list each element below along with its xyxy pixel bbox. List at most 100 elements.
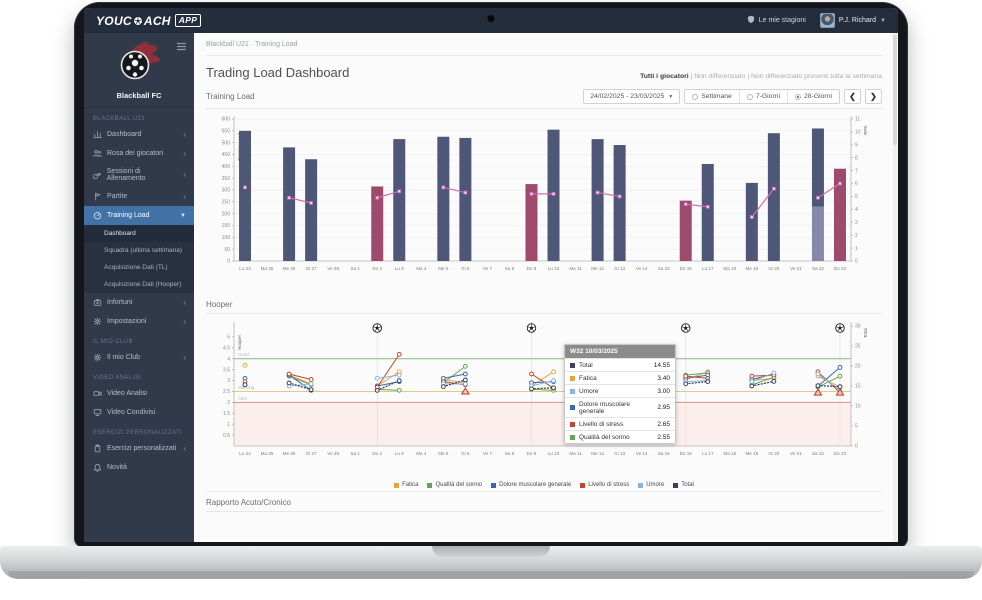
sidebar-section-il-mio-club: IL MIO CLUB xyxy=(93,339,133,345)
svg-text:7: 7 xyxy=(855,168,858,174)
date-range-value: 24/02/2025 - 23/03/2025 xyxy=(590,93,665,100)
tooltip-row-total: Total 14.55 xyxy=(565,358,675,371)
svg-text:5: 5 xyxy=(855,194,858,200)
filter-separator: | xyxy=(745,73,752,80)
legend-item-dolore-muscolare-generale[interactable]: Dolore muscolare generale xyxy=(491,482,571,488)
period-option-7-giorni[interactable]: 7-Giorni xyxy=(738,90,787,103)
sidebar-item-il-mio-club[interactable]: Il mio Club ‹ xyxy=(84,348,194,367)
date-range-dropdown[interactable]: 24/02/2025 - 23/03/2025 ▼ xyxy=(583,89,681,104)
legend-item-qualit-del-sonno[interactable]: Qualità del sonno xyxy=(427,482,482,488)
svg-text:Lu 17: Lu 17 xyxy=(702,266,714,271)
chevron-right-icon: ‹ xyxy=(183,129,186,139)
svg-text:Me 19: Me 19 xyxy=(745,451,758,456)
legend-item-fatica[interactable]: Fatica xyxy=(394,482,418,488)
sidebar-item-partite[interactable]: Partite ‹ xyxy=(84,187,194,206)
youcoach-logo[interactable]: YOUC ACH APP xyxy=(96,13,202,28)
sidebar-item-label: Rosa dei giocatori xyxy=(107,150,164,157)
svg-text:Gi 27: Gi 27 xyxy=(306,266,317,271)
svg-text:250: 250 xyxy=(222,200,231,206)
svg-text:4: 4 xyxy=(855,207,858,213)
svg-text:Lu 24: Lu 24 xyxy=(239,266,251,271)
svg-text:Ve 7: Ve 7 xyxy=(483,266,493,271)
sidebar-subitem-acquisizione-dati-hooper[interactable]: Acquisizione Dati (Hooper) xyxy=(104,281,182,288)
svg-text:Sa 22: Sa 22 xyxy=(812,451,824,456)
sidebar-item-video-condivisi[interactable]: Video Condivisi xyxy=(84,403,194,422)
svg-text:2.5: 2.5 xyxy=(223,389,230,395)
hooper-legend: Fatica Qualità del sonno Dolore muscolare … xyxy=(206,482,882,488)
svg-text:1: 1 xyxy=(227,422,230,428)
svg-text:Good: Good xyxy=(238,352,249,357)
gear-icon xyxy=(92,353,102,362)
sidebar-subitem-dashboard[interactable]: Dashboard xyxy=(84,225,194,242)
sidebar-subitem-squadra-ultima-settimana[interactable]: Squadra (ultima settimana) xyxy=(104,247,183,254)
my-seasons-button[interactable]: Le mie stagioni xyxy=(747,15,806,26)
breadcrumb-team[interactable]: Blackball U21 xyxy=(206,41,249,48)
period-option-28-giorni[interactable]: 28-Giorni xyxy=(787,90,839,103)
svg-text:Lu 3: Lu 3 xyxy=(395,451,404,456)
period-option-label: 7-Giorni xyxy=(755,93,781,100)
svg-text:Do 23: Do 23 xyxy=(834,451,847,456)
page-title: Trading Load Dashboard xyxy=(206,65,350,80)
legend-item-umore[interactable]: Umore xyxy=(638,482,664,488)
prev-period-button[interactable]: ❮ xyxy=(844,89,861,104)
sidebar-section-video-analisi: VIDEO ANALISI xyxy=(93,375,142,381)
svg-text:2: 2 xyxy=(855,233,858,239)
sidebar-item-video-analisi[interactable]: Video Analisi xyxy=(84,384,194,403)
chevron-right-icon: ‹ xyxy=(183,316,186,326)
breadcrumb-page: Training Load xyxy=(254,41,298,48)
svg-text:30: 30 xyxy=(855,324,861,330)
sidebar-item-esercizi-personalizzati[interactable]: Esercizi personalizzati ‹ xyxy=(84,439,194,458)
svg-text:Sa 15: Sa 15 xyxy=(658,451,670,456)
sidebar-item-infortuni[interactable]: Infortuni ‹ xyxy=(84,293,194,312)
svg-text:Do 9: Do 9 xyxy=(527,451,537,456)
navbar-right: Le mie stagioni P.J. Richard ▼ xyxy=(747,13,886,28)
training-load-chart: 0 50 100 150 200 250 300 350 400 450 500 550 600 0 1 2 3… xyxy=(206,111,882,292)
legend-item-livello-di-stress[interactable]: Livello di stress xyxy=(580,482,629,488)
svg-text:Ma 11: Ma 11 xyxy=(569,266,582,271)
legend-item-total[interactable]: Total xyxy=(673,482,694,488)
hooper-chart: W32 10/03/2025 Total 14.55 Fatica 3.40 Umore… xyxy=(206,316,882,481)
filter-option-non-differenziato[interactable]: Non differenziato xyxy=(694,73,746,80)
sidebar-item-label: Training Load xyxy=(107,212,150,219)
club-logo xyxy=(116,41,162,87)
hamburger-menu-icon[interactable] xyxy=(176,38,187,56)
gear-icon xyxy=(92,317,102,326)
svg-text:0: 0 xyxy=(855,259,858,265)
sidebar-item-dashboard[interactable]: Dashboard ‹ xyxy=(84,125,194,144)
svg-text:Do 16: Do 16 xyxy=(680,451,693,456)
svg-text:300: 300 xyxy=(222,188,231,194)
svg-text:3: 3 xyxy=(227,378,230,384)
filter-option-non-differenziato-presenti-tutta-la-settimana[interactable]: Non differenziato presenti tutta la sett… xyxy=(751,73,882,80)
soccer-ball-icon xyxy=(133,15,143,26)
svg-text:5: 5 xyxy=(227,335,230,341)
sidebar-item-novit[interactable]: Novità xyxy=(84,458,194,477)
svg-text:150: 150 xyxy=(222,223,231,229)
svg-text:400: 400 xyxy=(222,164,231,170)
svg-text:3.5: 3.5 xyxy=(223,367,230,373)
user-menu[interactable]: P.J. Richard ▼ xyxy=(819,13,886,28)
sidebar-item-label: Novità xyxy=(107,464,127,471)
svg-text:11: 11 xyxy=(855,117,860,123)
logo-app-badge: APP xyxy=(174,14,202,27)
sidebar-item-rosa-dei-giocatori[interactable]: Rosa dei giocatori ‹ xyxy=(84,144,194,163)
next-period-button[interactable]: ❯ xyxy=(865,89,882,104)
training-load-panel-header: Training Load 24/02/2025 - 23/03/2025 ▼ … xyxy=(206,89,882,109)
svg-text:Do 9: Do 9 xyxy=(527,266,537,271)
svg-text:Me 26: Me 26 xyxy=(283,451,296,456)
sidebar-item-training-load[interactable]: Training Load ▼ xyxy=(84,206,194,225)
hooper-tooltip: W32 10/03/2025 Total 14.55 Fatica 3.40 Umore… xyxy=(564,344,676,444)
filter-option-tutti-i-giocatori[interactable]: Tutti i giocatori xyxy=(640,73,689,80)
sidebar-item-impostazioni[interactable]: Impostazioni ‹ xyxy=(84,312,194,331)
sidebar-item-sessioni-di-allenamento[interactable]: Sessioni di Allenamento ‹ xyxy=(84,163,194,187)
my-seasons-label: Le mie stagioni xyxy=(758,17,806,24)
breadcrumb-separator: · xyxy=(250,41,254,48)
sidebar-subitem-acquisizione-dati-tl[interactable]: Acquisizione Dati (TL) xyxy=(104,264,168,271)
chart-controls: 24/02/2025 - 23/03/2025 ▼ Settimane 7-Gio… xyxy=(583,89,882,104)
svg-text:Do 16: Do 16 xyxy=(680,266,693,271)
scrollbar[interactable] xyxy=(893,33,897,542)
logo-text-pre: YOUC xyxy=(96,13,132,28)
sidebar-section-blackball-u21: BLACKBALL U21 xyxy=(93,116,146,122)
tooltip-title: W32 10/03/2025 xyxy=(565,345,675,358)
period-option-settimane[interactable]: Settimane xyxy=(685,90,739,103)
gauge-icon xyxy=(92,211,102,220)
